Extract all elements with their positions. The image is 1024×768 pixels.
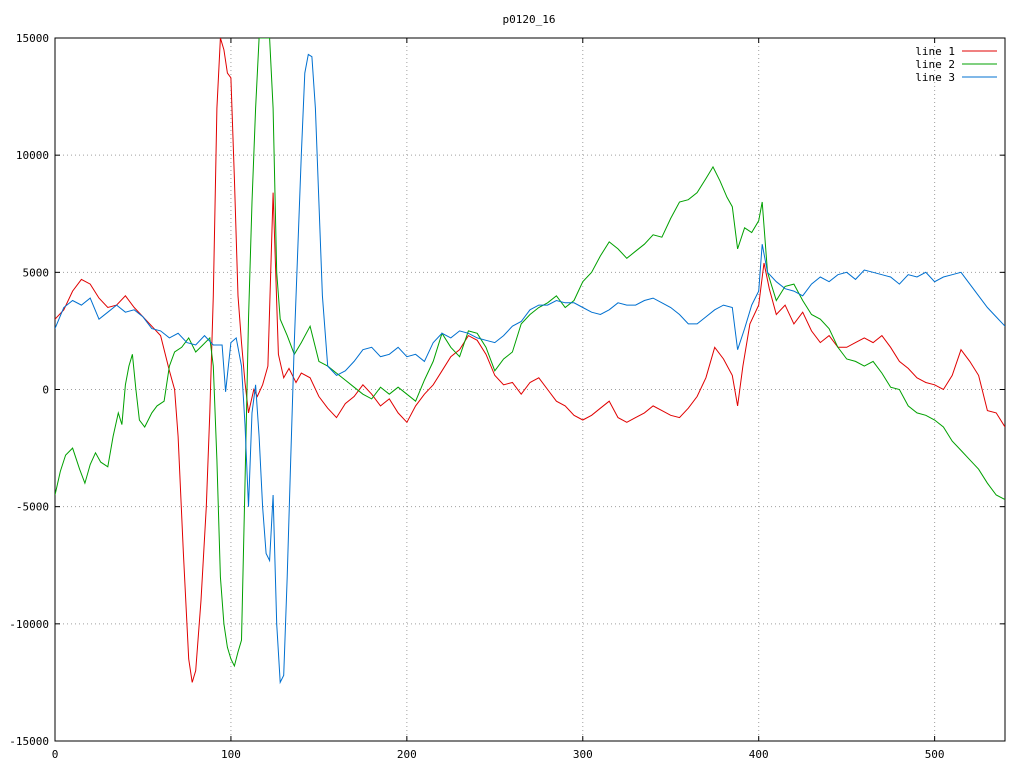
axes [54,37,1006,742]
x-tick-label: 300 [573,748,593,761]
y-tick-label: 15000 [16,32,49,45]
chart-title: p0120_16 [503,13,556,26]
y-tick-label: 0 [42,384,49,397]
legend-label-2: line 2 [915,58,955,71]
y-tick-label: -5000 [16,501,49,514]
y-tick-label: -15000 [9,735,49,748]
series-line-3 [55,53,1005,685]
y-tick-label: 10000 [16,149,49,162]
x-tick-label: 100 [221,748,241,761]
x-tick-label: 400 [749,748,769,761]
x-tick-label: 200 [397,748,417,761]
series-line-2 [55,38,1005,668]
legend-label-3: line 3 [915,71,955,84]
y-tick-label: -10000 [9,618,49,631]
legend-label-1: line 1 [915,45,955,58]
series-lines [55,38,1005,685]
x-tick-label: 0 [52,748,59,761]
plot-border [54,37,1006,742]
series-line-1 [55,38,1005,683]
y-tick-label: 5000 [23,266,50,279]
tick-labels: -15000 -10000 -5000 0 5000 10000 15000 0 100 200 3… [9,32,944,761]
x-tick-label: 500 [925,748,945,761]
